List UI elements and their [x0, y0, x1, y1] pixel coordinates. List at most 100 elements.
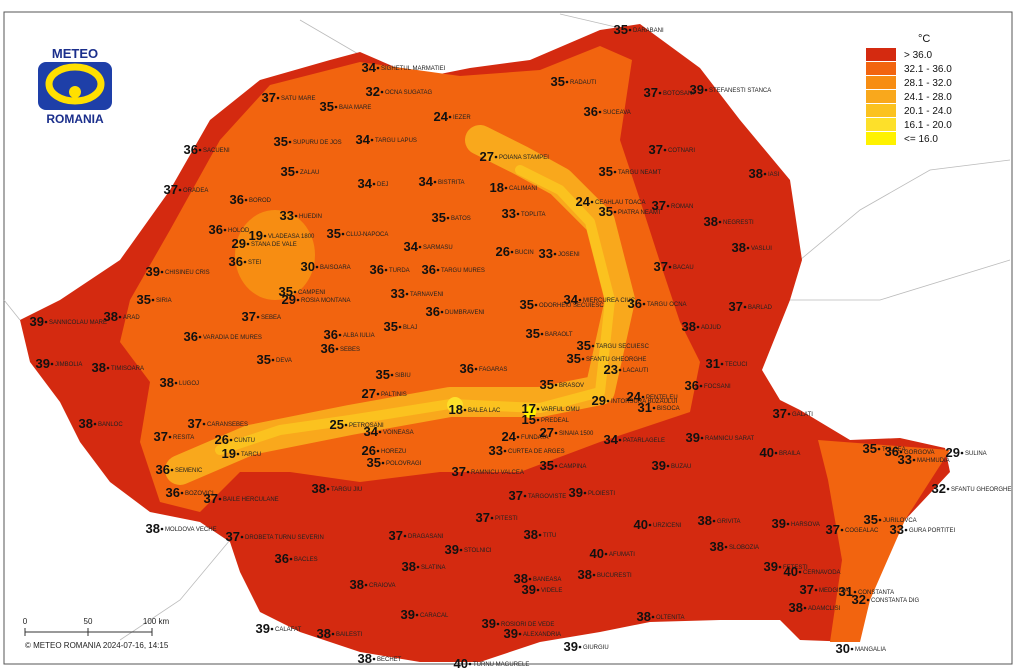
neighbor-borders [3, 13, 1011, 641]
station-dot [174, 381, 178, 385]
station-dot [295, 170, 299, 174]
station-value: 35 [520, 297, 534, 312]
station-name: COGEALAC [845, 528, 879, 534]
station-name: CLUJ-NAPOCA [346, 232, 388, 238]
station-dot [718, 220, 722, 224]
station-value: 39 [30, 314, 44, 329]
station-dot [592, 573, 596, 577]
station-name: SLOBOZIA [729, 545, 759, 551]
station-value: 36 [184, 142, 198, 157]
station-name: BARAOLT [545, 332, 573, 338]
station-dot [606, 399, 610, 403]
station-value: 38 [710, 539, 724, 554]
station-value: 38 [732, 240, 746, 255]
station-name: BECHET [377, 657, 402, 663]
station-value: 38 [682, 319, 696, 334]
station-dot [651, 615, 655, 619]
station-name: PENTELEU [646, 395, 678, 401]
station-name: PLOIESTI [588, 491, 615, 497]
station-value: 37 [389, 528, 403, 543]
station-dot [236, 452, 240, 456]
station-dot [523, 494, 527, 498]
station-name: PETROSANI [349, 423, 384, 429]
station-name: GALATI [792, 412, 813, 418]
station-value: 32 [366, 84, 380, 99]
station-dot [696, 325, 700, 329]
station-name: ZALAU [300, 170, 319, 176]
station-name: TULCEA [882, 447, 906, 453]
station-value: 36 [426, 304, 440, 319]
station-dot [170, 468, 174, 472]
border-line [799, 159, 1011, 261]
station-value: 35 [281, 164, 295, 179]
station-value: 30 [301, 259, 315, 274]
station-value: 39 [652, 458, 666, 473]
station-name: BOTOSANI [663, 91, 694, 97]
border-line [3, 13, 621, 641]
station-value: 19 [222, 446, 236, 461]
station-value: 23 [604, 362, 618, 377]
station-name: CARANSEBES [207, 422, 248, 428]
station-value: 35 [274, 134, 288, 149]
station-value: 37 [644, 85, 658, 100]
station-value: 36 [422, 262, 436, 277]
station-dot [494, 155, 498, 159]
station-name: TARGU SECUIESC [596, 344, 650, 350]
legend-swatch [866, 76, 896, 89]
station-name: SANNICOLAU MARE [49, 320, 107, 326]
station-dot [578, 298, 582, 302]
station-value: 37 [476, 510, 490, 525]
station-value: 27 [540, 425, 554, 440]
station-name: ROMAN [671, 204, 693, 210]
station-value: 35 [320, 99, 334, 114]
station-name: GRIVITA [717, 519, 741, 525]
station-value: 38 [79, 416, 93, 431]
scale-label: 0 [23, 617, 28, 626]
station-dot [613, 210, 617, 214]
station-dot [578, 645, 582, 649]
station-dot [668, 265, 672, 269]
station-dot [641, 395, 645, 399]
station-value: 35 [137, 292, 151, 307]
station-value: 33 [539, 246, 553, 261]
station-name: BANEASA [533, 577, 561, 583]
station-value: 38 [578, 567, 592, 582]
station-value: 24 [627, 389, 642, 404]
station-name: SLATINA [421, 565, 446, 571]
station-name: IEZER [453, 115, 471, 121]
station-value: 34 [364, 424, 379, 439]
station-value: 33 [502, 206, 516, 221]
station-value: 36 [156, 462, 170, 477]
station-dot [798, 570, 802, 574]
station-name: FUNDATA [521, 435, 548, 441]
station-name: CERNAVODA [803, 570, 841, 576]
station-value: 37 [242, 309, 256, 324]
station-dot [243, 260, 247, 264]
station-dot [724, 545, 728, 549]
station-name: TARGU JIU [331, 487, 362, 493]
station-value: 38 [317, 626, 331, 641]
station-value: 37 [729, 299, 743, 314]
station-dot [658, 91, 662, 95]
station-name: ROSIORI DE VEDE [501, 622, 554, 628]
station-value: 24 [434, 109, 449, 124]
station-name: RESITA [173, 435, 194, 441]
station-name: LUGOJ [179, 381, 199, 387]
station-dot [178, 188, 182, 192]
station-name: TARGU OCNA [647, 302, 687, 308]
station-dot [338, 333, 342, 337]
station-value: 29 [946, 445, 960, 460]
legend-label: 24.1 - 28.0 [904, 92, 952, 103]
station-name: STEI [248, 260, 262, 266]
station-name: TITU [543, 533, 556, 539]
station-value: 37 [226, 529, 240, 544]
station-value: 35 [540, 458, 554, 473]
station-dot [335, 347, 339, 351]
station-value: 37 [649, 142, 663, 157]
station-dot [372, 182, 376, 186]
station-value: 31 [638, 400, 652, 415]
station-dot [44, 320, 48, 324]
station-name: SARMASU [423, 245, 453, 251]
station-dot [877, 447, 881, 451]
